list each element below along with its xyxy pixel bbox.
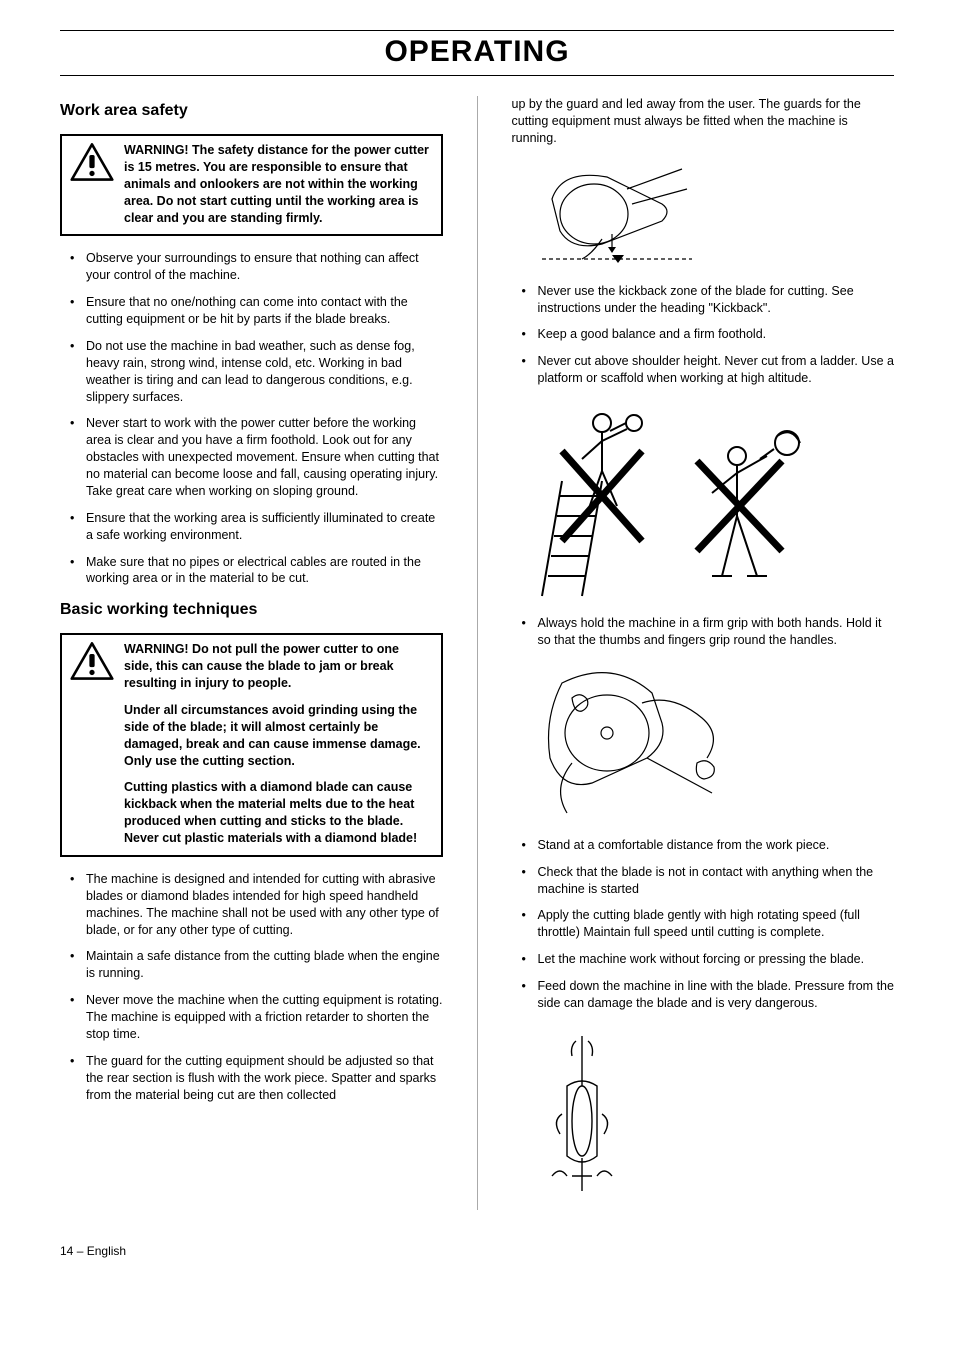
warning-paragraph: WARNING! Do not pull the power cutter to… (124, 641, 431, 692)
list-item: Apply the cutting blade gently with high… (512, 907, 895, 941)
warning-triangle-icon (70, 142, 114, 187)
list-item: Check that the blade is not in contact w… (512, 864, 895, 898)
top-rule (60, 30, 894, 31)
list-item: The guard for the cutting equipment shou… (60, 1053, 443, 1104)
footer-language: English (87, 1244, 126, 1258)
page-title: OPERATING (60, 35, 894, 76)
heading-work-area-safety: Work area safety (60, 102, 443, 120)
list-item: Never cut above shoulder height. Never c… (512, 353, 895, 387)
continuation-paragraph: up by the guard and led away from the us… (512, 96, 895, 147)
list-item: Do not use the machine in bad weather, s… (60, 338, 443, 406)
bullet-list-kickback: Never use the kickback zone of the blade… (512, 283, 895, 387)
list-item: Observe your surroundings to ensure that… (60, 250, 443, 284)
list-item: Let the machine work without forcing or … (512, 951, 895, 968)
figure-guard-adjust (532, 159, 895, 269)
page-number: 14 (60, 1244, 73, 1258)
figure-feed-inline (532, 1026, 895, 1196)
page-footer: 14 – English (60, 1244, 894, 1258)
footer-dash: – (77, 1244, 87, 1258)
list-item: Make sure that no pipes or electrical ca… (60, 554, 443, 588)
warning-text: WARNING! The safety distance for the pow… (124, 142, 431, 226)
bullet-list-grip: Always hold the machine in a firm grip w… (512, 615, 895, 649)
list-item: Feed down the machine in line with the b… (512, 978, 895, 1012)
list-item: Keep a good balance and a firm foothold. (512, 326, 895, 343)
column-divider (477, 96, 478, 1210)
list-item: Always hold the machine in a firm grip w… (512, 615, 895, 649)
list-item: Never use the kickback zone of the blade… (512, 283, 895, 317)
list-item: Stand at a comfortable distance from the… (512, 837, 895, 854)
warning-paragraph: Under all circumstances avoid grinding u… (124, 702, 431, 770)
list-item: Never start to work with the power cutte… (60, 415, 443, 499)
list-item: Maintain a safe distance from the cuttin… (60, 948, 443, 982)
figure-firm-grip (532, 663, 895, 823)
figure-no-ladder-no-overhead (532, 401, 895, 601)
right-column: up by the guard and led away from the us… (512, 96, 895, 1210)
bullet-list-cutting: Stand at a comfortable distance from the… (512, 837, 895, 1012)
heading-basic-techniques: Basic working techniques (60, 601, 443, 619)
list-item: Ensure that no one/nothing can come into… (60, 294, 443, 328)
left-column: Work area safety WARNING! The safety dis… (60, 96, 443, 1210)
warning-triangle-icon (70, 641, 114, 686)
bullet-list-techniques: The machine is designed and intended for… (60, 871, 443, 1104)
warning-paragraph: Cutting plastics with a diamond blade ca… (124, 779, 431, 847)
bullet-list-work-area: Observe your surroundings to ensure that… (60, 250, 443, 587)
warning-box-safety-distance: WARNING! The safety distance for the pow… (60, 134, 443, 236)
list-item: The machine is designed and intended for… (60, 871, 443, 939)
warning-box-techniques: WARNING! Do not pull the power cutter to… (60, 633, 443, 857)
list-item: Never move the machine when the cutting … (60, 992, 443, 1043)
warning-text: WARNING! Do not pull the power cutter to… (124, 641, 431, 847)
list-item: Ensure that the working area is sufficie… (60, 510, 443, 544)
two-column-layout: Work area safety WARNING! The safety dis… (60, 96, 894, 1210)
